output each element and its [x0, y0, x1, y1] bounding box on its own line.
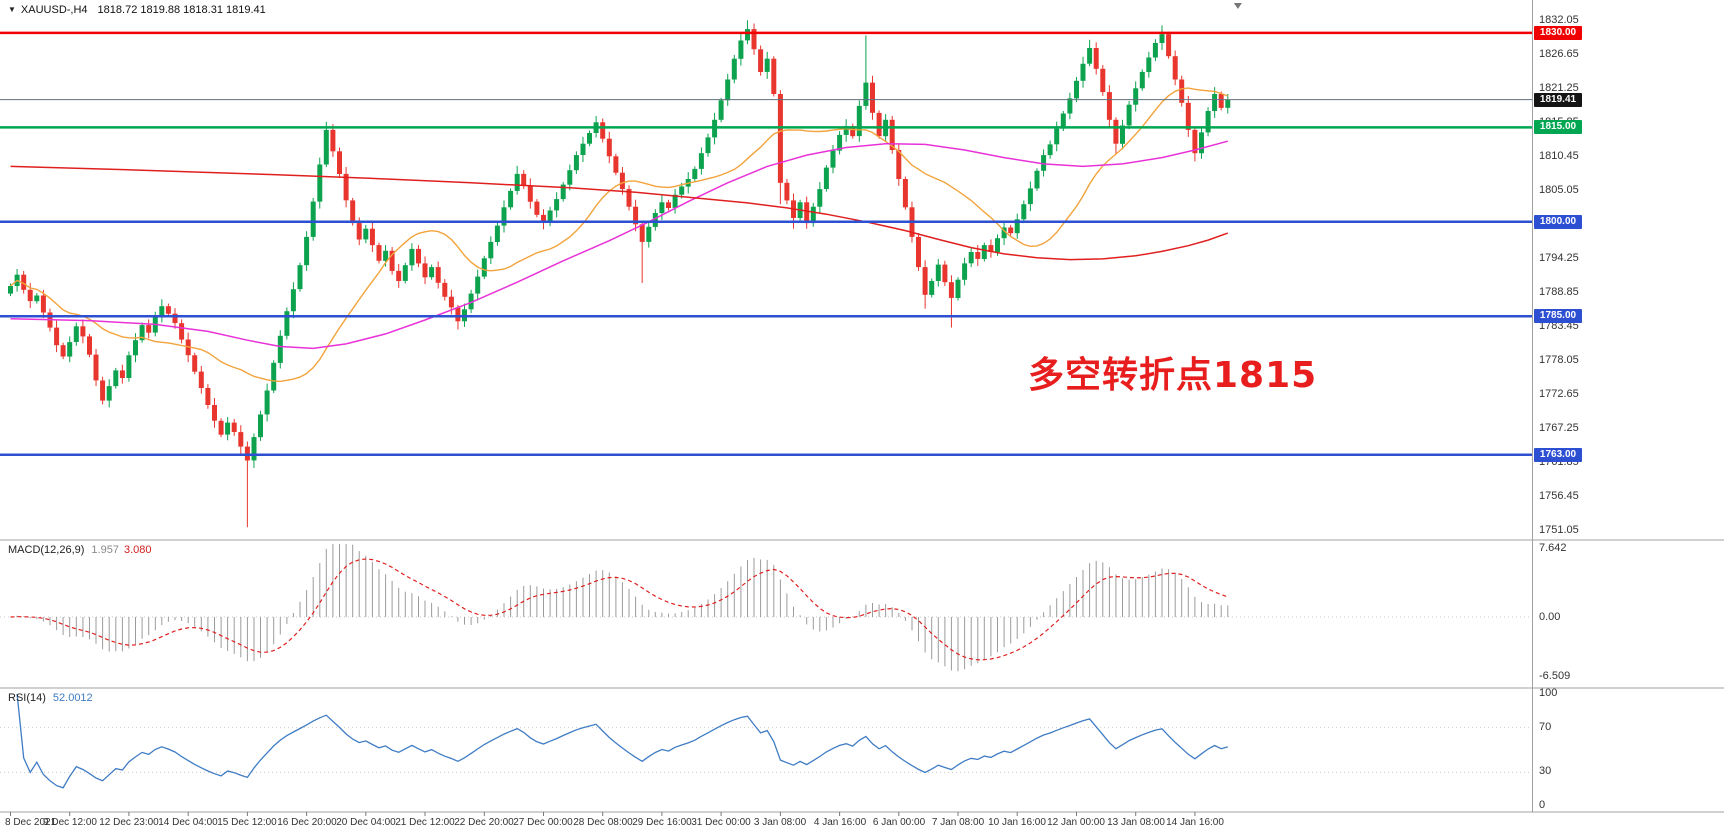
rsi-line: [16, 693, 1228, 789]
ma-fast: [10, 87, 1229, 383]
rsi-layer: [16, 693, 1228, 789]
time-axis[interactable]: [0, 813, 1532, 836]
ma-mid: [10, 140, 1228, 350]
candles-layer: [8, 20, 1231, 528]
ma-slow: [10, 165, 1229, 261]
moving-averages-layer: [10, 87, 1229, 383]
macd-signal-line: [10, 558, 1228, 661]
panel-borders: [0, 0, 1724, 816]
indicator-guide-lines: [0, 616, 1532, 773]
chart-shift-marker: [1233, 3, 1242, 9]
macd-layer: [10, 544, 1229, 672]
price-axis[interactable]: [1533, 0, 1724, 812]
horizontal-levels-layer: [0, 31, 1532, 457]
